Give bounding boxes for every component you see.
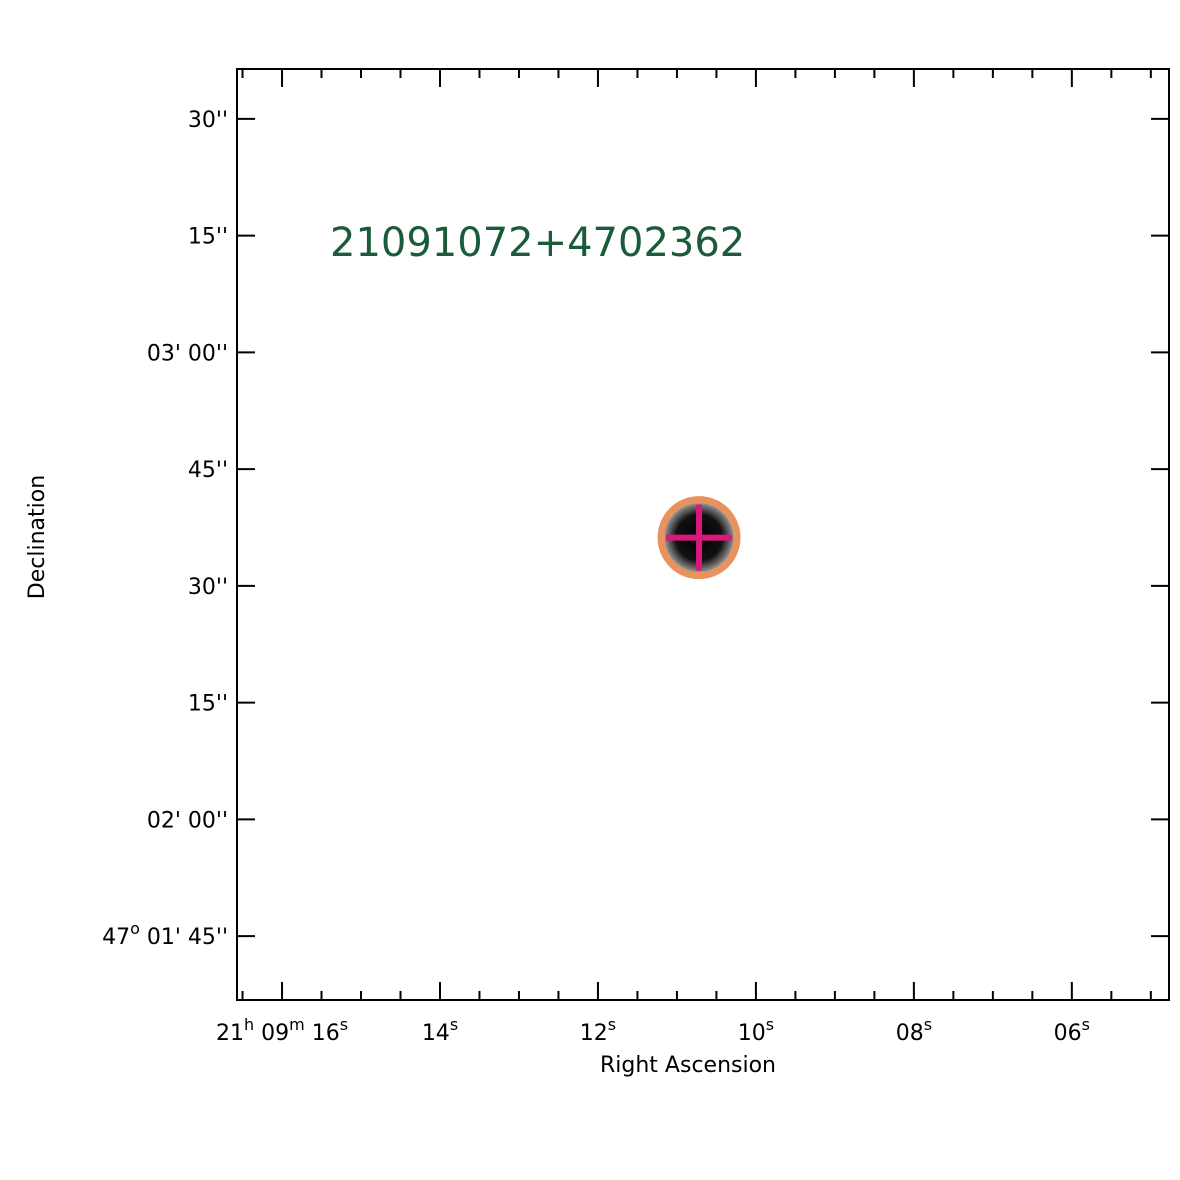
tick-label-part: 30'' (188, 108, 228, 133)
tick-label: 14s (422, 1015, 458, 1046)
tick-label-part: 10 (738, 1021, 766, 1046)
tick-label: 12s (580, 1015, 616, 1046)
tick-label: 47o 01' 45'' (102, 919, 228, 950)
tick-label: 08s (896, 1015, 932, 1046)
tick-label-sup: s (766, 1015, 774, 1034)
tick-label-sup: s (1082, 1015, 1090, 1034)
tick-label-part: 12 (580, 1021, 608, 1046)
tick-label-part: 30'' (188, 575, 228, 600)
tick-label-part: 21 (216, 1021, 244, 1046)
tick-label-part: 45'' (188, 458, 228, 483)
tick-label: 02' 00'' (147, 808, 228, 833)
tick-label: 15'' (188, 692, 228, 717)
tick-label-sup: s (450, 1015, 458, 1034)
tick-label: 45'' (188, 458, 228, 483)
tick-label-part: 01' 45'' (140, 925, 228, 950)
tick-label-sup: s (924, 1015, 932, 1034)
tick-label-part: 09 (254, 1021, 289, 1046)
tick-label-part: 03' 00'' (147, 341, 228, 366)
tick-label-sup: o (130, 919, 140, 938)
tick-label: 15'' (188, 225, 228, 250)
tick-label: 21h 09m 16s (216, 1015, 348, 1046)
tick-label: 30'' (188, 575, 228, 600)
tick-label: 30'' (188, 108, 228, 133)
tick-label: 03' 00'' (147, 341, 228, 366)
tick-label-sup: s (340, 1015, 348, 1034)
source-label: 21091072+4702362 (330, 220, 745, 266)
tick-label-part: 15'' (188, 225, 228, 250)
tick-label: 10s (738, 1015, 774, 1046)
tick-label-part: 47 (102, 925, 130, 950)
y-axis-label: Declination (25, 475, 50, 599)
tick-label-sup: h (244, 1015, 254, 1034)
x-axis-label: Right Ascension (600, 1053, 776, 1078)
tick-label-part: 02' 00'' (147, 808, 228, 833)
tick-label-sup: m (289, 1015, 305, 1034)
tick-label-part: 15'' (188, 692, 228, 717)
tick-label-part: 16 (305, 1021, 340, 1046)
tick-label-sup: s (608, 1015, 616, 1034)
tick-label: 06s (1054, 1015, 1090, 1046)
tick-label-part: 08 (896, 1021, 924, 1046)
source-circle (657, 496, 741, 580)
tick-label-part: 06 (1054, 1021, 1082, 1046)
tick-label-part: 14 (422, 1021, 450, 1046)
